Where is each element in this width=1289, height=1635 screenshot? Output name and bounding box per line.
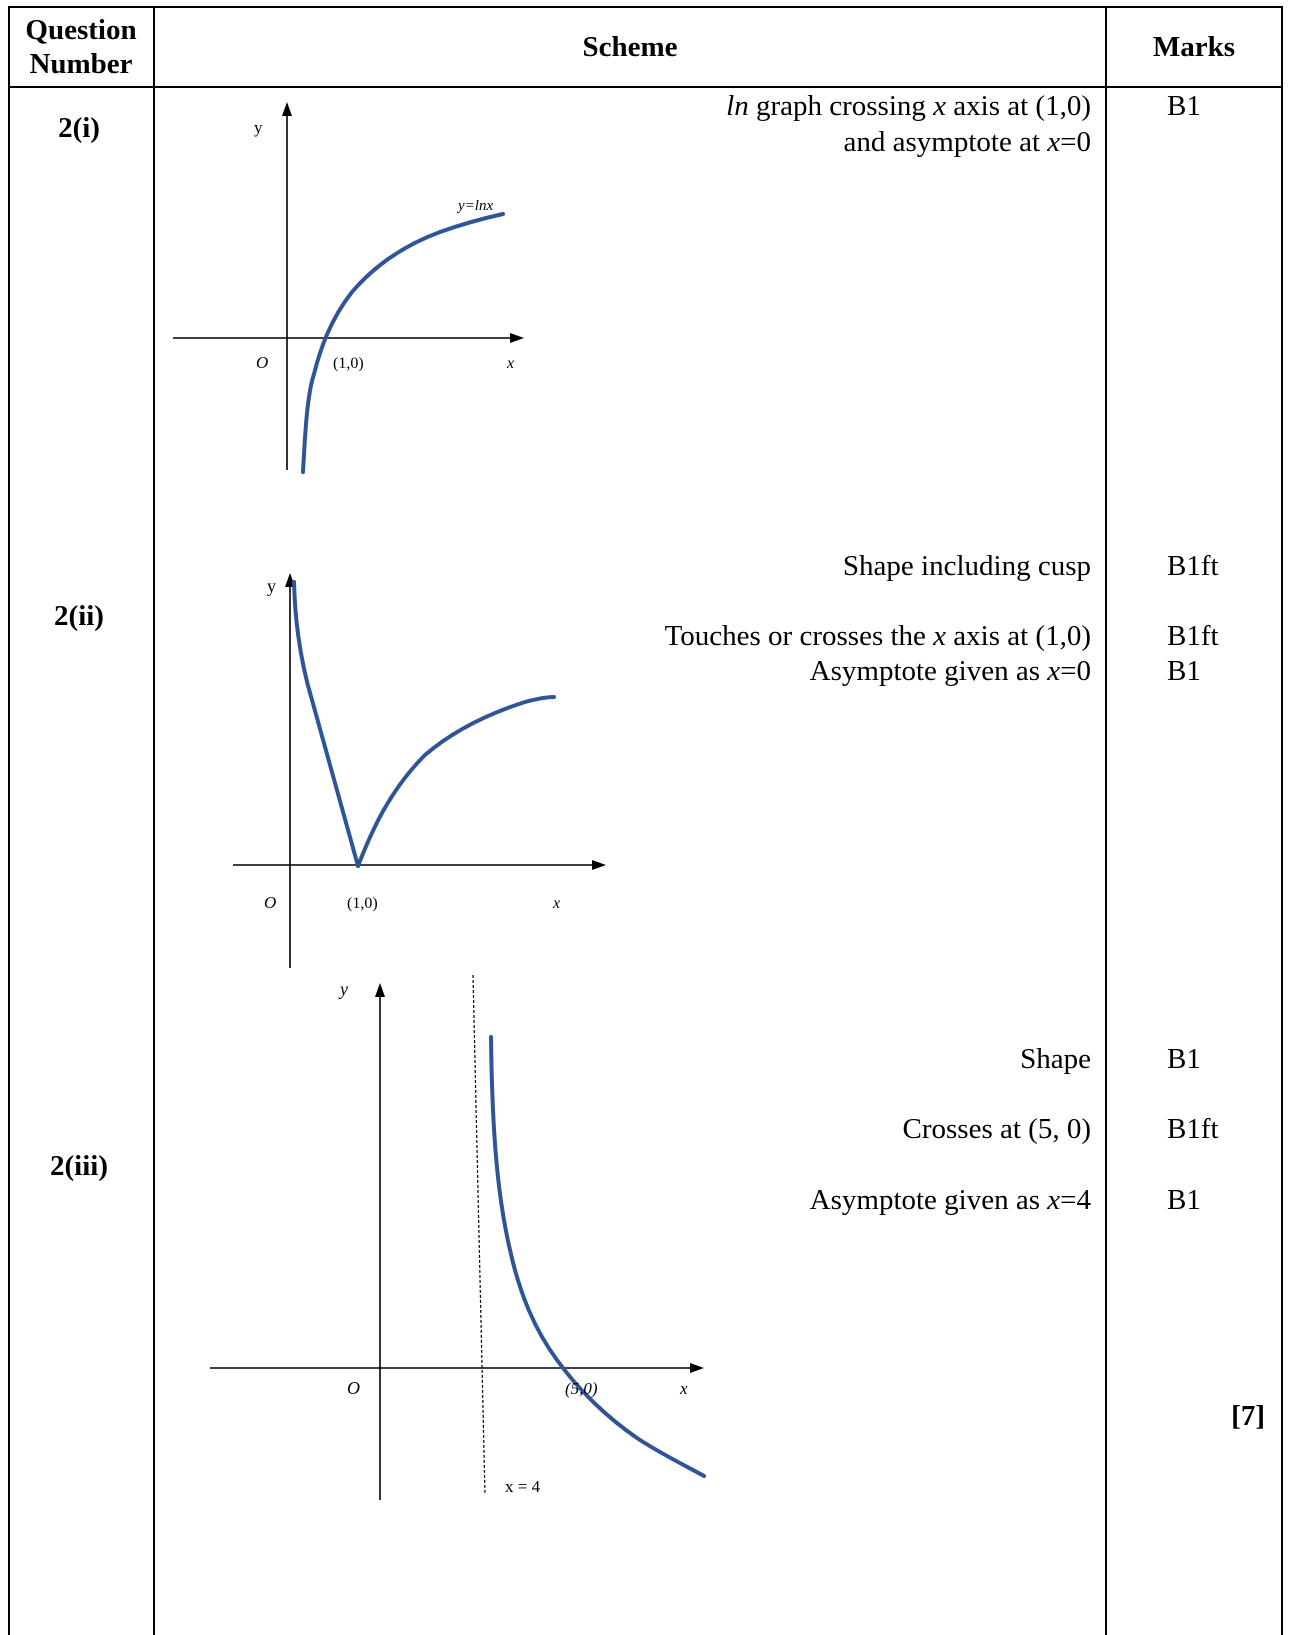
table-border-right: [1281, 6, 1283, 1635]
graph-2ii-right-branch: [356, 695, 556, 868]
graph-2i-ln-curve: [301, 212, 505, 474]
scheme-2i-line-2: and asymptote at x=0: [843, 126, 1092, 158]
graph-2iii-y-arrow: [375, 983, 385, 997]
x-variable: x: [933, 620, 947, 652]
graph-2i-x-label: x: [506, 355, 514, 372]
graph-2ii-point-label: (1,0): [347, 895, 378, 912]
mark-2i-1: B1: [1167, 90, 1201, 122]
total-marks: [7]: [1231, 1400, 1265, 1432]
graph-2iii-asymptote-line: [472, 974, 486, 1496]
header-scheme: Scheme: [582, 31, 678, 63]
mark-2iii-1: B1: [1167, 1043, 1201, 1075]
scheme-2ii-line-1: Shape including cusp: [842, 550, 1091, 582]
header-question-number: Question Number: [25, 14, 137, 80]
graph-2iii-asymptote-label: x = 4: [505, 1477, 541, 1496]
mark-2iii-3: B1: [1167, 1184, 1201, 1216]
graph-2i-x-arrow: [510, 333, 524, 343]
graph-2iii-curve: [489, 1035, 706, 1478]
scheme-2ii-line-3: Asymptote given as x=0: [809, 655, 1091, 687]
column-divider-question: [153, 6, 155, 1635]
scheme-2iii-line-3: Asymptote given as x=4: [809, 1184, 1091, 1216]
graph-2ii-axes: [233, 585, 597, 968]
graph-2iii-origin-label: O: [347, 1378, 360, 1398]
graph-2iii-x-label: x: [679, 1379, 688, 1398]
x-variable: x: [1047, 1184, 1061, 1216]
question-number-2iii: 2(iii): [50, 1150, 108, 1182]
graph-2i-axes: [173, 112, 516, 470]
graph-2ii-y-label: y: [267, 576, 276, 596]
scheme-2iii-line-2: Crosses at (5, 0): [902, 1113, 1091, 1145]
graph-2ii-x-arrow: [592, 860, 606, 870]
scheme-2iii-line-1: Shape: [1020, 1043, 1091, 1075]
graph-2i-origin-label: O: [256, 353, 268, 372]
x-variable: x: [933, 90, 947, 122]
ln-text: ln: [726, 90, 749, 122]
scheme-2i-line-1: ln graph crossing x axis at (1,0): [726, 90, 1091, 122]
graph-2i-curve-label: y=lnx: [456, 198, 493, 214]
question-number-2ii: 2(ii): [54, 600, 104, 632]
mark-2iii-2: B1ft: [1167, 1113, 1219, 1145]
column-divider-marks: [1105, 6, 1107, 1635]
graph-2i-y-label: y: [254, 118, 263, 137]
header-marks: Marks: [1152, 31, 1236, 63]
graph-2iii-axes: [210, 995, 695, 1500]
mark-2ii-1: B1ft: [1167, 550, 1219, 582]
graph-2iii-point-label: (5,0): [565, 1379, 598, 1398]
mark-2ii-2: B1ft: [1167, 620, 1219, 652]
graph-2iii-y-label: y: [338, 979, 348, 999]
x-variable: x: [1047, 655, 1061, 687]
graph-2ii-origin-label: O: [264, 893, 276, 912]
scheme-2ii-line-2: Touches or crosses the x axis at (1,0): [664, 620, 1091, 652]
graph-2i-point-label: (1,0): [333, 355, 364, 372]
graph-2ii-x-label: x: [552, 895, 560, 912]
table-border-left: [8, 6, 10, 1635]
table-border-top: [8, 6, 1283, 8]
graph-2ii-left-branch: [292, 580, 360, 868]
mark-2ii-3: B1: [1167, 655, 1201, 687]
header-divider: [8, 86, 1283, 88]
question-number-2i: 2(i): [58, 112, 100, 144]
graph-2i-y-arrow: [282, 102, 292, 116]
x-variable: x: [1047, 126, 1061, 158]
graph-2iii-x-arrow: [690, 1363, 704, 1373]
